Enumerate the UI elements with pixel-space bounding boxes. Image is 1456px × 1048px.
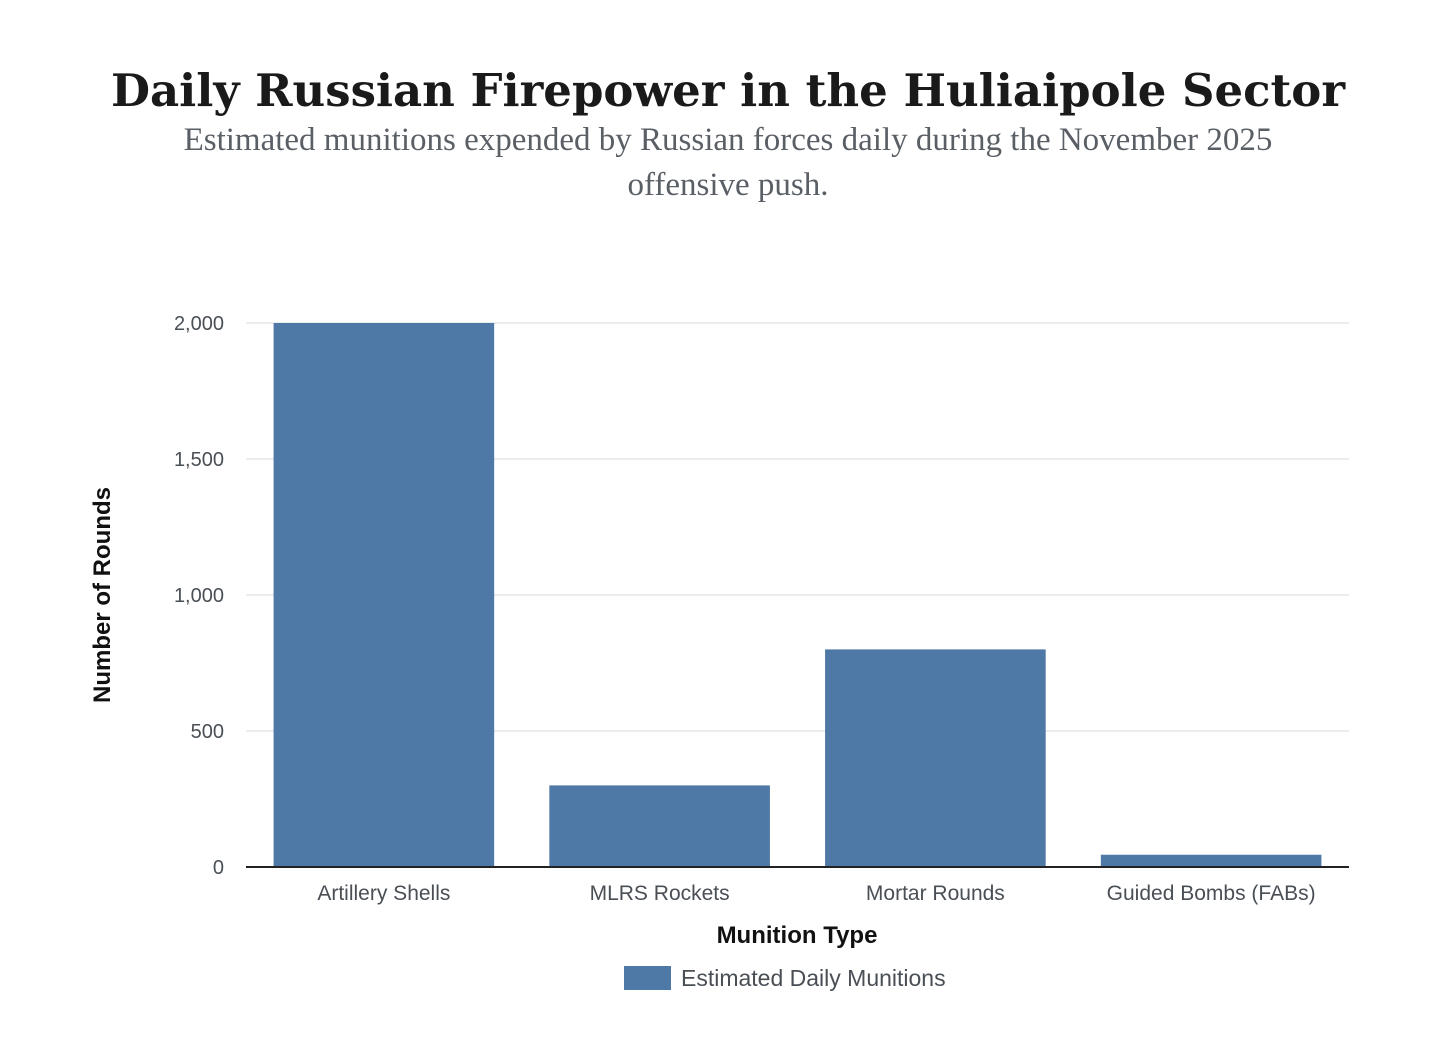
legend-swatch [624, 966, 671, 990]
x-tick-label: Guided Bombs (FABs) [1107, 882, 1316, 905]
x-tick-label: Artillery Shells [317, 882, 450, 905]
x-axis-ticks: Artillery Shells MLRS Rockets Mortar Round… [317, 882, 1315, 905]
y-tick-label: 1,500 [174, 449, 224, 471]
y-tick-label: 500 [191, 721, 224, 743]
legend-label: Estimated Daily Munitions [681, 965, 946, 991]
bars [273, 323, 1322, 867]
bar-artillery-shells [273, 323, 495, 867]
chart-title: Daily Russian Firepower in the Huliaipol… [111, 64, 1346, 117]
y-axis-ticks: 0 500 1,000 1,500 2,000 [174, 313, 224, 879]
y-axis-title: Number of Rounds [89, 487, 116, 703]
y-tick-label: 0 [213, 857, 224, 879]
x-tick-label: Mortar Rounds [866, 882, 1005, 905]
bar-mlrs-rockets [549, 785, 770, 867]
y-tick-label: 2,000 [174, 313, 224, 335]
x-tick-label: MLRS Rockets [590, 882, 730, 905]
x-axis-title: Munition Type [717, 922, 878, 949]
chart-subtitle-line-1: Estimated munitions expended by Russian … [184, 122, 1273, 158]
legend: Estimated Daily Munitions [624, 965, 946, 991]
bar-guided-bombs-fabs [1100, 854, 1322, 867]
chart-subtitle-line-2: offensive push. [627, 167, 828, 203]
bar-mortar-rounds [825, 649, 1046, 867]
y-tick-label: 1,000 [174, 585, 224, 607]
